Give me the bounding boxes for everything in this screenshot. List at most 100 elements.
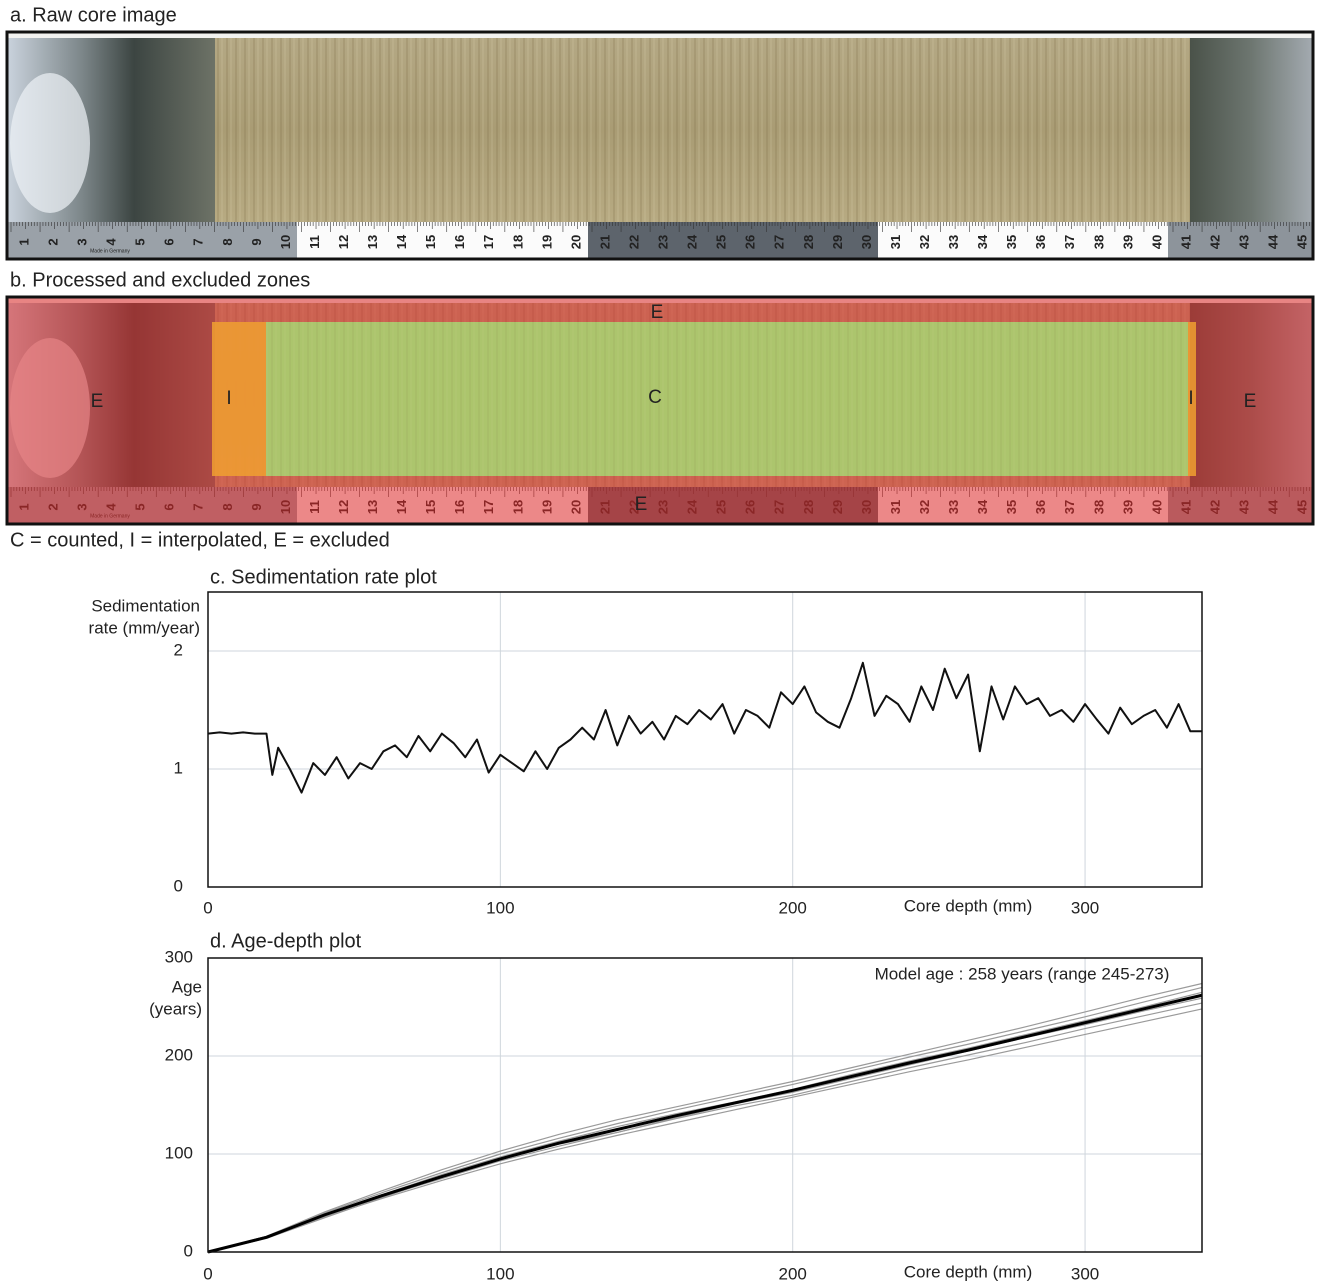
raw-core-image: 1 2 3 4 5 6 7 8 9 10 11 12 13 14 15 16 17 18 19 20 21 22 23 24 2… xyxy=(5,30,1315,261)
data-line xyxy=(207,986,1203,1253)
y-tick-label: 0 xyxy=(174,876,183,895)
ruler-segment xyxy=(588,222,878,258)
ruler-segment xyxy=(8,222,297,258)
chart-title: d. Age-depth plot xyxy=(210,930,362,952)
ruler-number: 31 xyxy=(888,235,903,249)
zone-label: E xyxy=(635,494,648,515)
glare xyxy=(10,73,90,213)
ruler-number: 6 xyxy=(162,238,177,245)
ruler-number: 40 xyxy=(1149,235,1164,249)
ruler-number: 9 xyxy=(249,238,264,245)
ruler-number: 15 xyxy=(423,235,438,249)
ruler-number: 28 xyxy=(801,235,816,249)
ruler-number: 25 xyxy=(714,235,729,249)
interpolated-overlay xyxy=(1188,322,1196,476)
x-tick-label: 100 xyxy=(486,1264,514,1283)
y-tick-label: 200 xyxy=(165,1045,193,1064)
ruler-number: 45 xyxy=(1295,235,1310,249)
ruler-number: 7 xyxy=(191,238,206,245)
ruler-number: 13 xyxy=(365,235,380,249)
x-tick-label: 200 xyxy=(779,898,807,917)
y-axis-label: rate (mm/year) xyxy=(89,618,200,637)
ruler-segment xyxy=(297,222,588,258)
ruler-number: 3 xyxy=(75,238,90,245)
ruler-number: 29 xyxy=(830,235,845,249)
ruler-number: 38 xyxy=(1091,235,1106,249)
data-line xyxy=(207,1008,1203,1253)
image-frame xyxy=(5,295,1315,526)
plot-frame xyxy=(207,957,1203,1253)
ruler-number: 34 xyxy=(975,234,990,249)
x-axis-label: Core depth (mm) xyxy=(904,1262,1032,1281)
zone-label: C xyxy=(648,387,662,408)
x-tick-label: 200 xyxy=(779,1264,807,1283)
ruler-number: 35 xyxy=(1004,235,1019,249)
y-tick-label: 1 xyxy=(174,758,183,777)
image-frame xyxy=(5,30,1315,261)
ruler-number: 17 xyxy=(481,235,496,249)
ruler-number: 24 xyxy=(685,234,700,249)
ruler-segment xyxy=(1168,222,1312,258)
data-line xyxy=(207,661,1202,794)
x-tick-label: 100 xyxy=(486,898,514,917)
core-layers xyxy=(215,38,1200,222)
ruler-number: 5 xyxy=(133,238,148,245)
ruler-number: 26 xyxy=(743,235,758,249)
y-axis-label: Age xyxy=(172,977,202,996)
ruler-number: 22 xyxy=(626,235,641,249)
ruler-number: 39 xyxy=(1120,235,1135,249)
chart: d. Age-depth plot 0 100 200 300 0 100 200 300 Age… xyxy=(149,930,1203,1283)
core-end xyxy=(1190,33,1312,222)
ruler-number: 16 xyxy=(452,235,467,249)
zone-label: I xyxy=(226,388,231,409)
core-top xyxy=(8,33,1312,38)
plot-area xyxy=(208,592,1202,887)
ruler-number: 44 xyxy=(1266,234,1281,249)
ruler-number: 37 xyxy=(1062,235,1077,249)
ruler-number: 42 xyxy=(1207,235,1222,249)
chart-title: c. Sedimentation rate plot xyxy=(210,566,437,588)
ruler-number: 32 xyxy=(917,235,932,249)
x-axis-label: Core depth (mm) xyxy=(904,896,1032,915)
ruler-number: 21 xyxy=(597,235,612,249)
data-line xyxy=(207,993,1203,1254)
ruler-number: 8 xyxy=(220,238,235,245)
ruler-number: 1 xyxy=(16,238,31,245)
y-tick-label: 300 xyxy=(165,947,193,966)
interpolated-overlay xyxy=(212,322,266,476)
ruler-number: 36 xyxy=(1033,235,1048,249)
ruler-number: 43 xyxy=(1237,235,1252,249)
panel-title: b. Processed and excluded zones xyxy=(10,269,310,291)
counted-layers xyxy=(266,322,1188,476)
data-line xyxy=(207,982,1203,1253)
chart: c. Sedimentation rate plot 0 100 200 300 0 1 2 S… xyxy=(89,566,1203,917)
ruler-number: 20 xyxy=(568,235,583,249)
ruler-number: 2 xyxy=(45,238,60,245)
processed-core-image: 1234567891011121314151617181920212223242… xyxy=(5,295,1315,526)
ruler-number: 27 xyxy=(772,235,787,249)
y-tick-label: 2 xyxy=(174,640,183,659)
ruler-number: 41 xyxy=(1178,235,1193,249)
y-axis-label: Sedimentation xyxy=(91,596,200,615)
ruler-number: 23 xyxy=(656,235,671,249)
ruler-maker: Made in Germany xyxy=(90,248,130,254)
ruler-number: 12 xyxy=(336,235,351,249)
plot-frame xyxy=(207,591,1203,888)
x-tick-label: 300 xyxy=(1071,1264,1099,1283)
ruler-number: 11 xyxy=(307,235,322,249)
zone-label: E xyxy=(651,302,664,323)
zone-legend: C = counted, I = interpolated, E = exclu… xyxy=(10,529,390,551)
plot-area xyxy=(208,958,1202,1252)
ruler-number: 18 xyxy=(510,235,525,249)
x-tick-label: 300 xyxy=(1071,898,1099,917)
y-axis-label: (years) xyxy=(149,999,202,1018)
ruler-number: 4 xyxy=(104,238,119,246)
ruler-number: 30 xyxy=(859,235,874,249)
zone-label: I xyxy=(1188,388,1193,409)
ruler-number: 33 xyxy=(946,235,961,249)
ruler-number: 10 xyxy=(278,235,293,249)
y-tick-label: 0 xyxy=(184,1241,193,1260)
ruler-number: 19 xyxy=(539,235,554,249)
